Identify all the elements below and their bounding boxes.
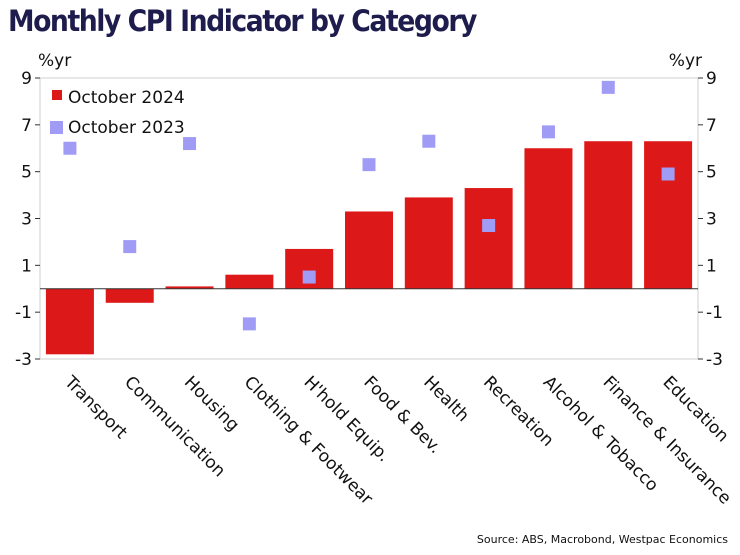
tick-label-right: 3 [706,210,717,230]
source-note: Source: ABS, Macrobond, Westpac Economic… [476,533,728,546]
legend: October 2024 October 2023 [50,88,185,138]
legend-swatch-october-2024 [52,90,62,100]
marker-4 [302,270,316,284]
tick-label-right: 9 [706,69,717,89]
bar-10 [644,141,693,289]
marker-9 [601,80,615,94]
tick-label-left: 3 [21,210,32,230]
category-label-1: Communication [120,372,229,481]
chart-title: Monthly CPI Indicator by Category [8,4,477,38]
right-axis-ticks: -3 -1 1 3 5 7 9 [698,69,723,370]
tick-label-left: -3 [15,350,32,370]
tick-label-left: -1 [15,303,32,323]
legend-swatch-october-2023 [50,121,63,134]
legend-label-october-2023: October 2023 [68,118,185,138]
marker-3 [242,317,256,331]
marker-5 [362,158,376,172]
tick-label-left: 7 [21,116,32,136]
category-label-6: Health [419,372,473,426]
tick-label-left: 5 [21,163,32,183]
marker-1 [123,240,137,254]
marker-10 [661,167,675,181]
bar-7 [464,188,513,289]
marker-2 [183,137,197,151]
bar-6 [404,197,453,289]
bar-1 [105,288,154,303]
bar-2 [165,286,214,289]
bar-5 [345,211,393,289]
tick-label-right: 7 [706,116,717,136]
markers-layer [63,80,675,331]
marker-7 [482,219,496,233]
bar-8 [524,148,573,289]
category-label-2: Housing [180,372,243,435]
left-axis-ticks: -3 -1 1 3 5 7 9 [15,69,40,370]
tick-label-left: 9 [21,69,32,89]
tick-label-right: -1 [706,303,723,323]
tick-label-right: 5 [706,163,717,183]
tick-label-right: -3 [706,350,723,370]
marker-0 [63,141,77,155]
category-label-0: Transport [60,372,131,443]
left-axis-unit-label: %yr [38,51,71,71]
bar-9 [584,141,633,289]
right-axis-unit-label: %yr [669,51,702,71]
tick-label-right: 1 [706,256,717,276]
legend-label-october-2024: October 2024 [68,88,185,108]
bar-0 [45,288,94,355]
marker-6 [422,134,436,148]
marker-8 [541,125,555,139]
tick-label-left: 1 [21,256,32,276]
bar-3 [225,274,274,289]
bars-layer [45,141,693,355]
category-label-8: Alcohol & Tobacco [539,372,662,495]
